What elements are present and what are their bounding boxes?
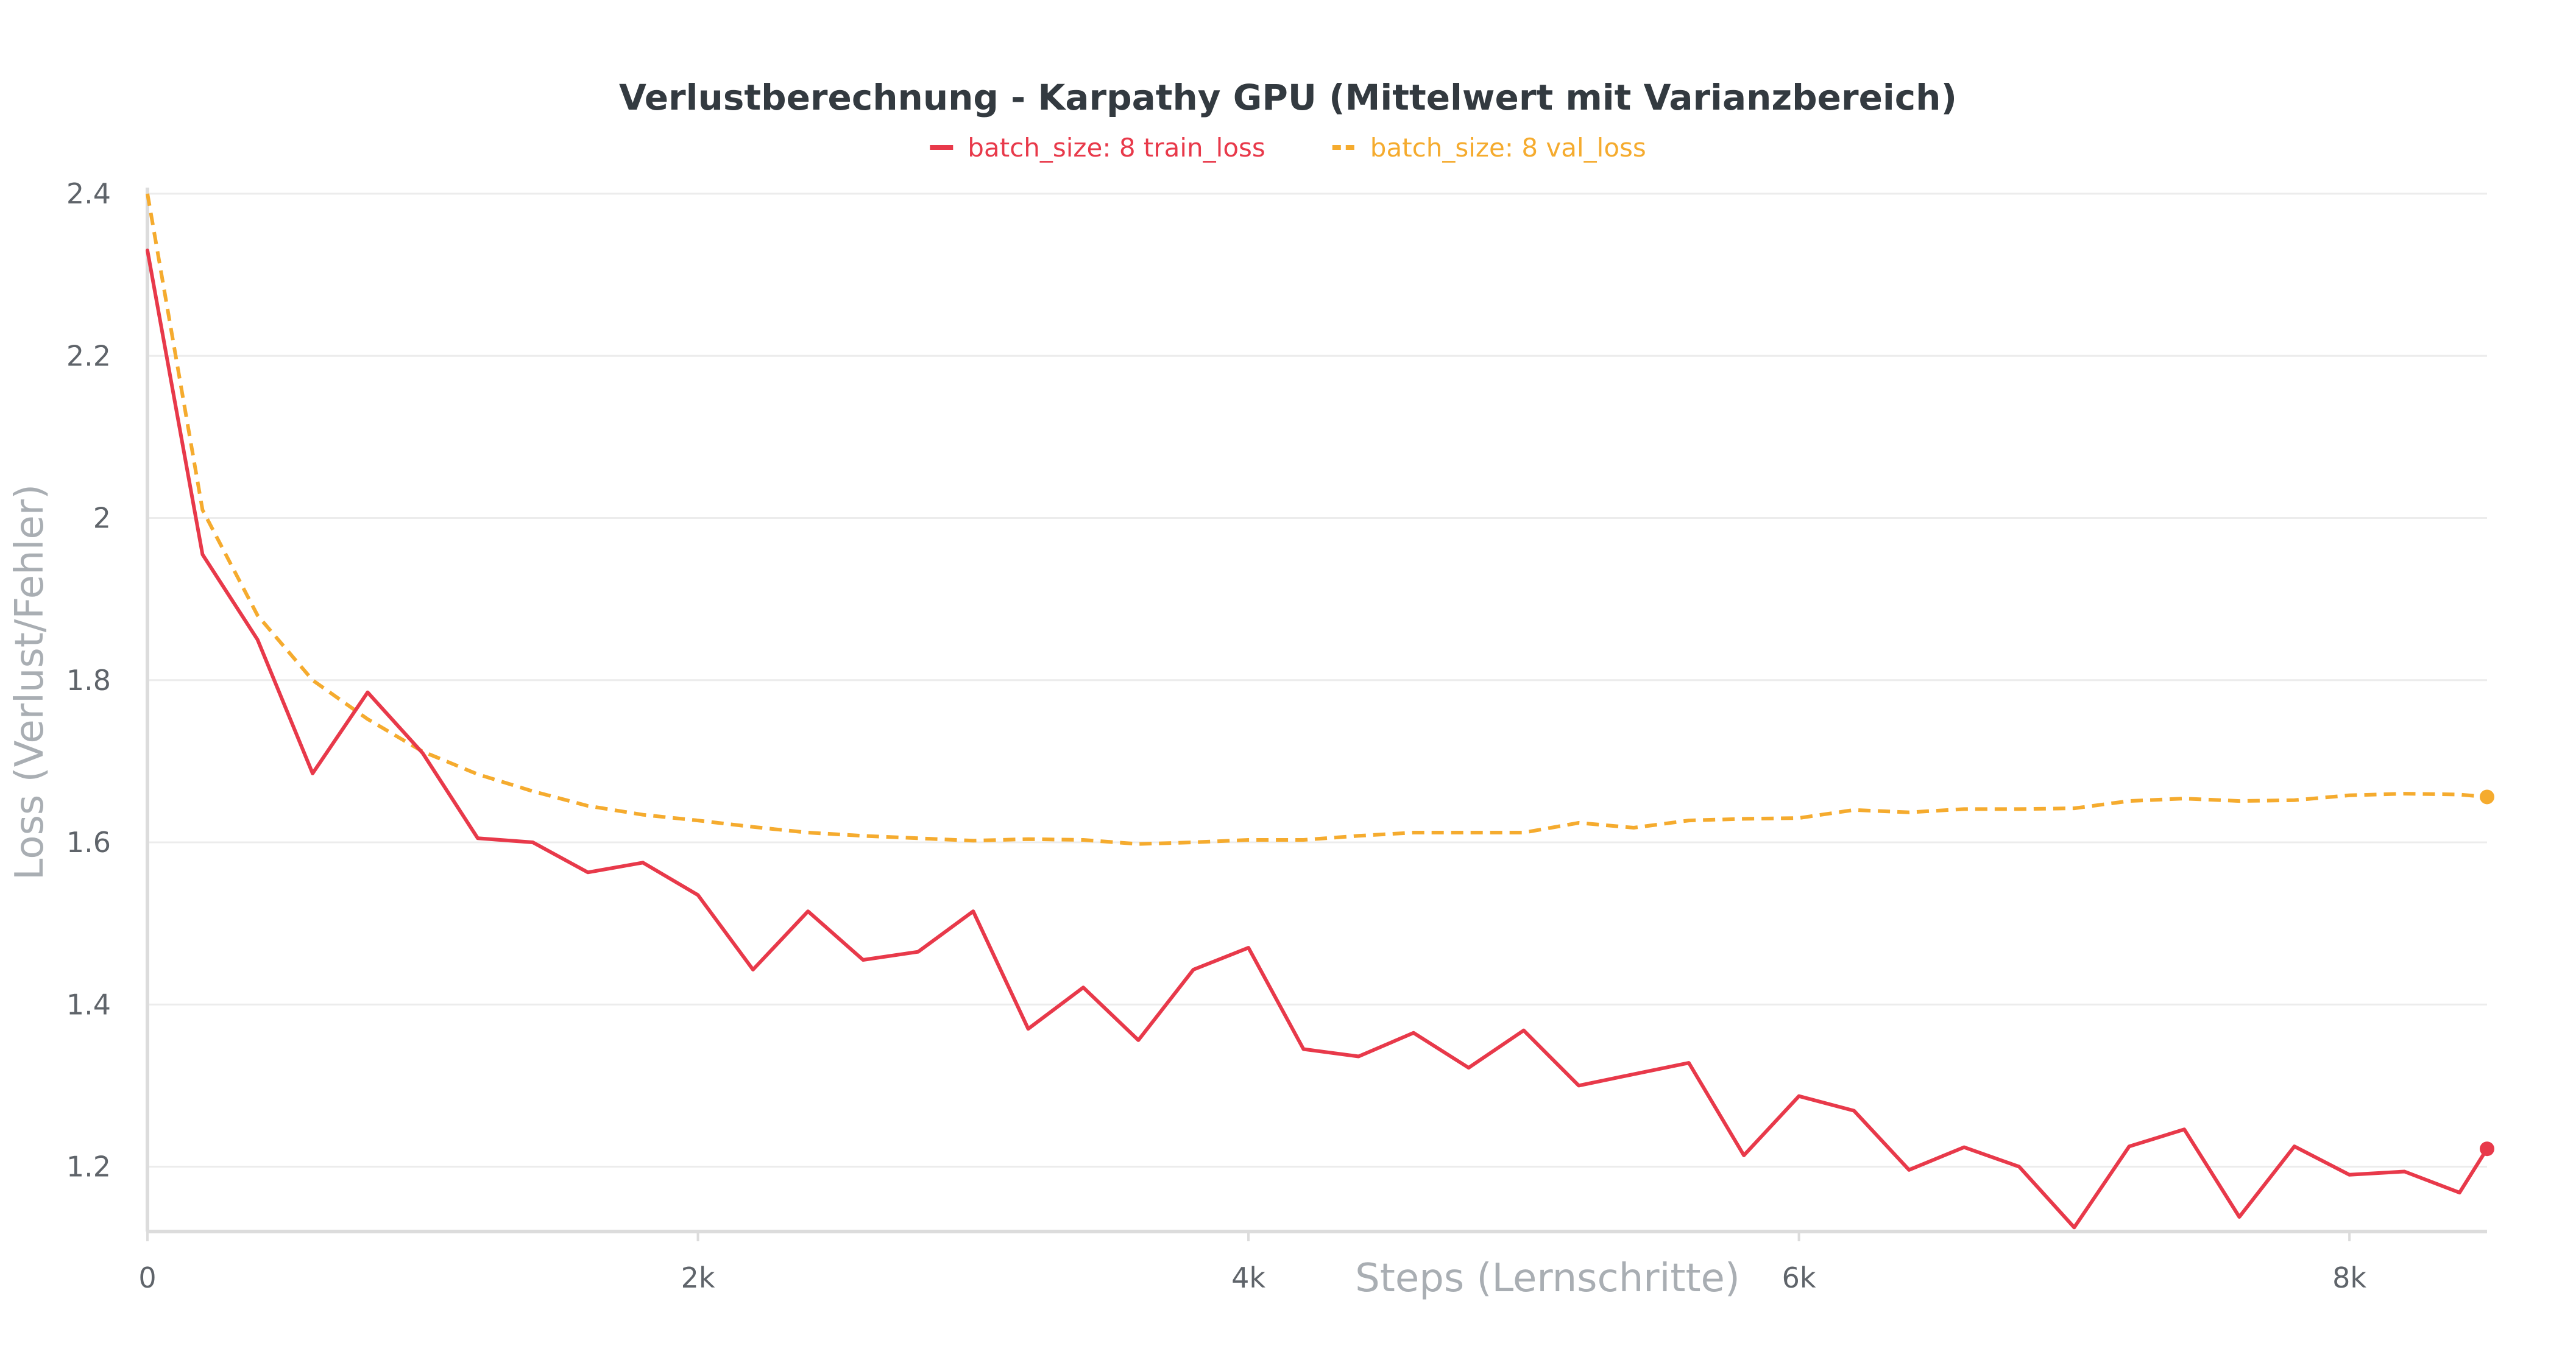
series-layer	[147, 194, 2494, 1227]
y-tick-labels: 1.2 1.4 1.6 1.8 2 2.2 2.4	[66, 177, 111, 1183]
y-tick-label: 2.4	[66, 177, 111, 210]
y-gridlines	[147, 194, 2487, 1167]
series-end-point	[2480, 789, 2494, 804]
series-line-train-loss	[147, 250, 2487, 1227]
x-tick-labels: 0 2k 4k 6k 8k	[138, 1232, 2366, 1294]
x-axis-title: Steps (Lernschritte)	[1355, 1256, 1740, 1301]
x-tick-label: 0	[138, 1261, 156, 1294]
legend-label: batch_size: 8 val_loss	[1370, 133, 1646, 163]
y-tick-label: 1.6	[66, 826, 111, 859]
series-end-point	[2480, 1141, 2494, 1156]
y-tick-label: 1.4	[66, 988, 111, 1021]
y-tick-label: 2	[93, 502, 111, 535]
y-axis-title: Loss (Verlust/Fehler)	[7, 484, 52, 880]
y-tick-label: 1.2	[66, 1151, 111, 1183]
legend-item[interactable]: batch_size: 8 val_loss	[1332, 133, 1646, 163]
chart-title: Verlustberechnung - Karpathy GPU (Mittel…	[619, 77, 1957, 118]
x-tick-label: 4k	[1231, 1261, 1265, 1294]
legend-item[interactable]: batch_size: 8 train_loss	[930, 133, 1265, 163]
y-tick-label: 2.2	[66, 339, 111, 372]
x-tick-label: 2k	[681, 1261, 715, 1294]
legend-label: batch_size: 8 train_loss	[968, 133, 1265, 163]
x-tick-label: 8k	[2332, 1261, 2366, 1294]
legend: batch_size: 8 train_loss batch_size: 8 va…	[930, 133, 1646, 163]
y-tick-label: 1.8	[66, 664, 111, 697]
axes	[147, 188, 2487, 1232]
x-tick-label: 6k	[1782, 1261, 1816, 1294]
